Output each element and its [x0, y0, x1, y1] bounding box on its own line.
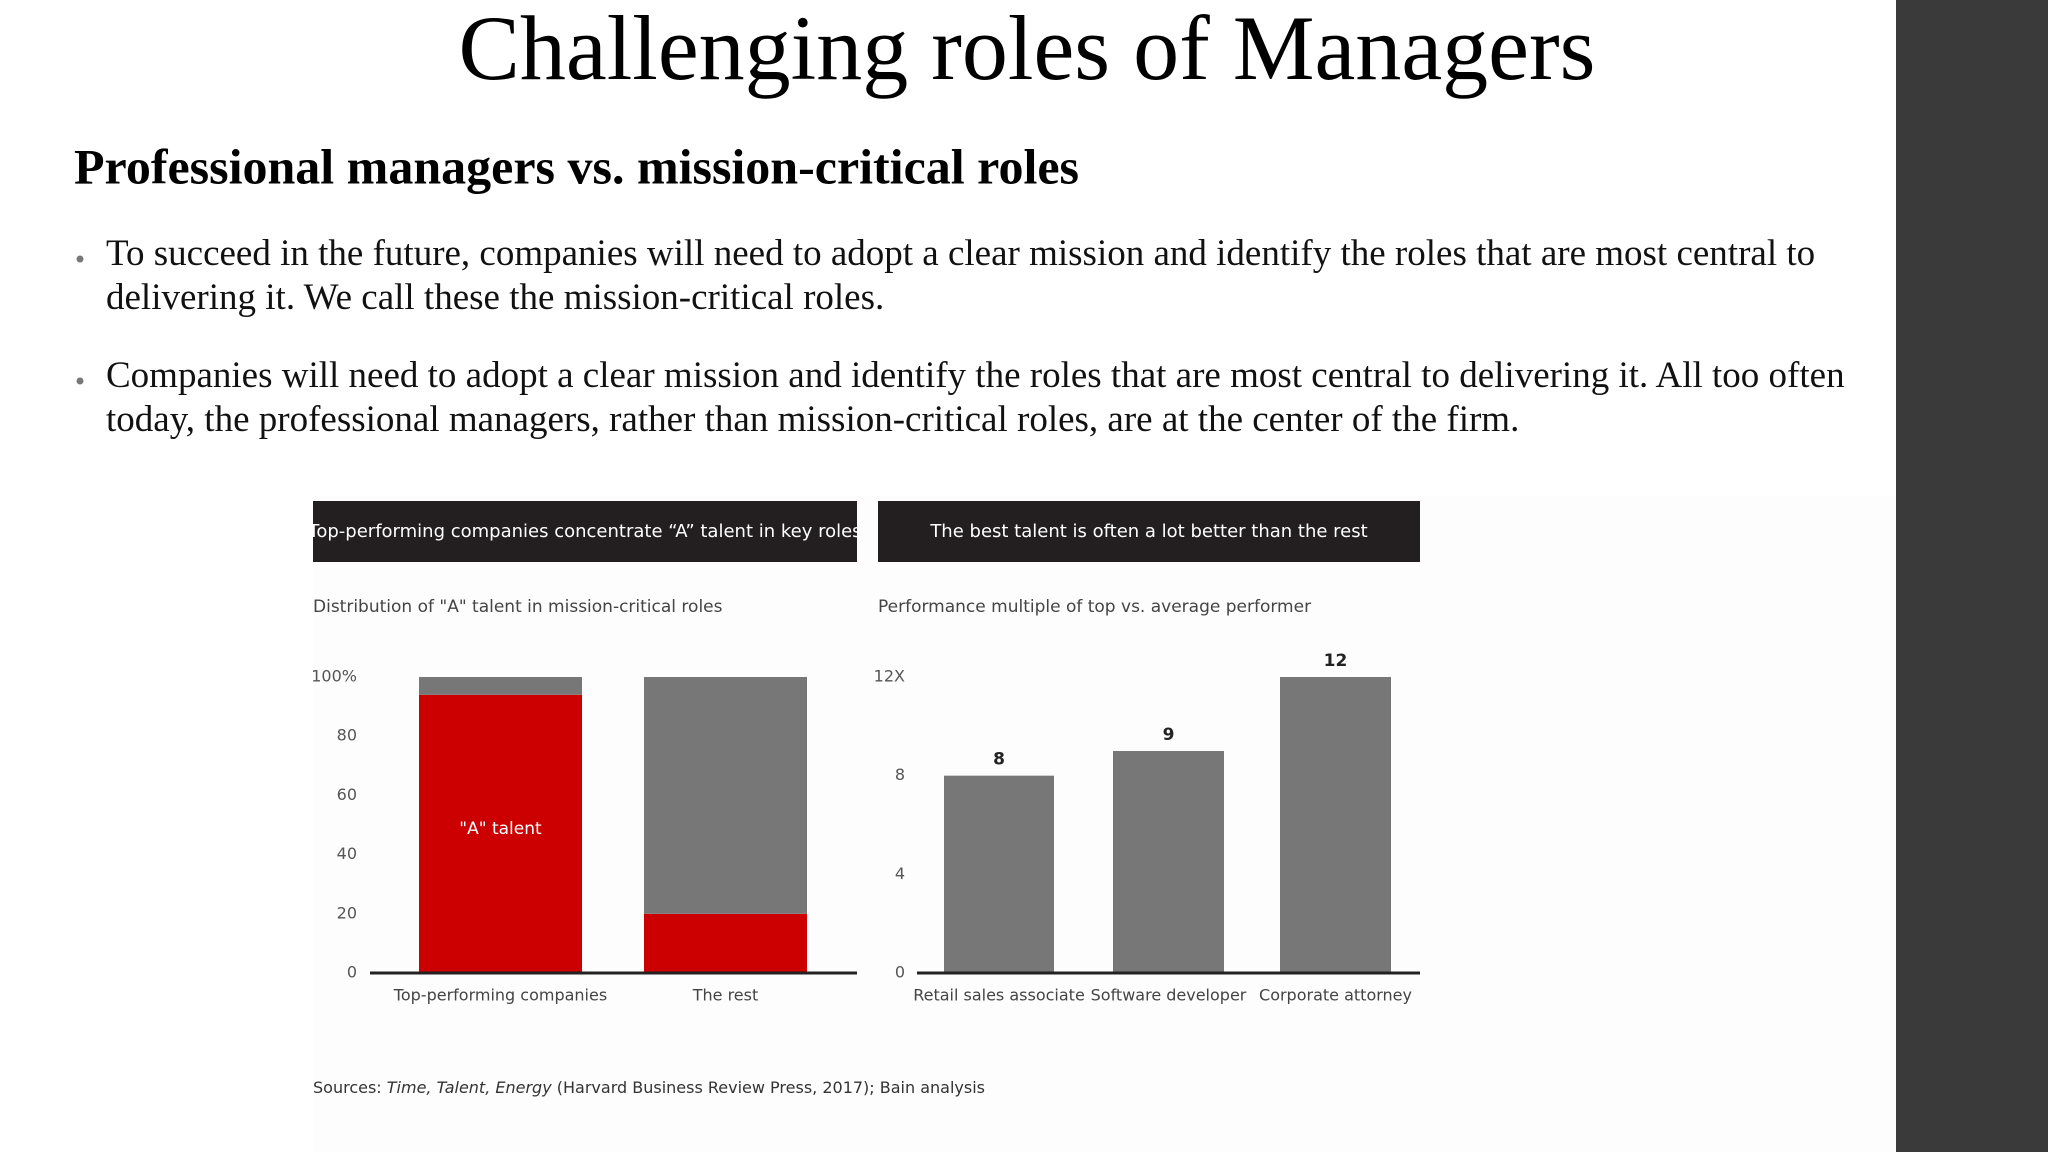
bullet-dot — [76, 255, 84, 263]
data-label: 8 — [993, 750, 1005, 770]
y-tick-label: 12X — [874, 667, 905, 686]
slide-title: Challenging roles of Managers — [459, 0, 1596, 99]
y-tick-label: 80 — [337, 726, 357, 745]
bar — [1113, 751, 1224, 973]
bar-segment — [644, 913, 807, 973]
y-tick-label: 4 — [895, 864, 905, 883]
bar — [1280, 677, 1391, 973]
bar-segment — [644, 677, 807, 914]
bar — [944, 775, 1054, 973]
y-tick-label: 60 — [337, 785, 357, 804]
x-tick-label: Software developer — [1091, 986, 1247, 1005]
y-tick-label: 100% — [311, 667, 357, 686]
y-tick-label: 40 — [337, 844, 357, 863]
data-label: 9 — [1163, 725, 1175, 745]
y-tick-label: 0 — [347, 963, 357, 982]
bullet-text: Companies will need to adopt a clear mis… — [106, 355, 1845, 440]
x-tick-label: Retail sales associate — [913, 986, 1085, 1005]
chart-header-box — [313, 501, 857, 562]
source-rest: (Harvard Business Review Press, 2017); B… — [557, 1078, 985, 1097]
source-prefix: Sources: — [313, 1078, 382, 1097]
y-tick-label: 0 — [895, 963, 905, 982]
slide-subtitle: Professional managers vs. mission-critic… — [74, 138, 1079, 194]
x-tick-label: Top-performing companies — [393, 986, 607, 1005]
data-label: 12 — [1324, 651, 1348, 671]
y-tick-label: 20 — [337, 903, 357, 922]
chart-title: Top-performing companies concentrate “A”… — [307, 521, 861, 542]
in-bar-label: "A" talent — [459, 819, 542, 839]
source-italic: Time, Talent, Energy — [387, 1078, 552, 1097]
chart-subtitle: Distribution of "A" talent in mission-cr… — [313, 597, 723, 617]
chart-header-box — [878, 501, 1420, 562]
bar-segment — [419, 694, 582, 973]
chart-subtitle: Performance multiple of top vs. average … — [878, 597, 1311, 617]
bullet-dot — [76, 377, 84, 385]
x-tick-label: The rest — [692, 986, 759, 1005]
chart-title: The best talent is often a lot better th… — [929, 521, 1367, 542]
bar-segment — [419, 677, 582, 695]
bullet-text: To succeed in the future, companies will… — [106, 233, 1815, 318]
source-note: Sources: Time, Talent, Energy (Harvard B… — [313, 1078, 985, 1097]
x-tick-label: Corporate attorney — [1259, 986, 1412, 1005]
side-bar — [1896, 0, 2048, 1152]
y-tick-label: 8 — [895, 765, 905, 784]
